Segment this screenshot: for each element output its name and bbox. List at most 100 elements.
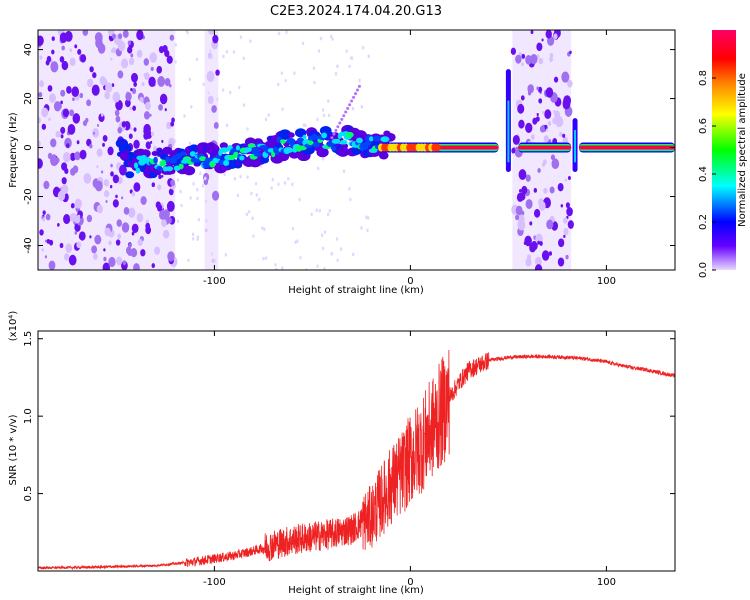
- noise-speckle: [115, 115, 121, 123]
- snr-plot-area: [38, 350, 675, 571]
- noise-speckle: [62, 108, 70, 118]
- trace-core: [339, 139, 348, 145]
- noise-speckle: [521, 185, 528, 195]
- trace-core: [380, 136, 390, 143]
- noise-speckle: [110, 49, 114, 53]
- noise-speckle: [139, 96, 144, 103]
- noise-speckle: [534, 264, 543, 270]
- noise-speckle: [242, 56, 245, 61]
- noise-speckle: [127, 46, 133, 54]
- noise-speckle: [195, 57, 199, 62]
- noise-speckle: [348, 186, 351, 191]
- noise-speckle: [546, 219, 554, 230]
- trace-core: [307, 140, 314, 146]
- noise-speckle: [107, 146, 114, 156]
- noise-speckle: [525, 174, 531, 182]
- trace-core: [223, 160, 230, 166]
- trace-precursor: [357, 84, 361, 88]
- noise-speckle: [70, 203, 75, 209]
- noise-speckle: [196, 196, 199, 201]
- colorbar-tick-label: 0.8: [698, 70, 709, 86]
- noise-speckle: [549, 186, 555, 194]
- noise-speckle: [158, 174, 162, 180]
- trace-precursor: [352, 95, 356, 99]
- trace-precursor: [355, 88, 359, 92]
- trace-core: [312, 141, 320, 148]
- noise-speckle: [136, 49, 143, 58]
- noise-speckle: [510, 47, 516, 55]
- noise-speckle: [70, 168, 76, 176]
- noise-speckle: [38, 140, 41, 148]
- noise-speckle: [83, 173, 92, 184]
- noise-speckle: [224, 252, 228, 257]
- noise-speckle: [47, 85, 53, 92]
- colorbar-label: Normalized spectral amplitude: [737, 73, 748, 227]
- noise-speckle: [215, 69, 220, 76]
- noise-speckle: [287, 176, 290, 181]
- noise-speckle: [61, 177, 67, 185]
- noise-speckle: [143, 132, 149, 140]
- noise-speckle: [38, 92, 43, 98]
- noise-speckle: [225, 123, 229, 128]
- noise-speckle: [69, 48, 73, 52]
- noise-speckle: [544, 254, 548, 258]
- trace-core: [372, 135, 382, 142]
- noise-speckle: [548, 251, 553, 256]
- noise-speckle: [95, 180, 103, 192]
- noise-speckle: [143, 123, 151, 135]
- noise-speckle: [187, 258, 190, 263]
- trace-halo: [183, 165, 196, 176]
- spectrogram-frame: [37, 29, 676, 271]
- noise-speckle: [137, 238, 143, 247]
- noise-speckle: [296, 239, 299, 243]
- trace-precursor: [348, 103, 352, 107]
- noise-speckle: [169, 83, 172, 88]
- noise-speckle: [329, 34, 333, 39]
- noise-speckle: [565, 202, 570, 209]
- noise-speckle: [82, 30, 89, 36]
- noise-speckle: [263, 227, 266, 232]
- spectrogram-y-tick-label: 0: [23, 144, 34, 150]
- noise-speckle: [205, 228, 208, 233]
- noise-speckle: [133, 139, 140, 149]
- noise-speckle: [46, 239, 51, 244]
- noise-speckle: [545, 30, 552, 39]
- trace-core: [355, 137, 363, 144]
- noise-speckle: [196, 235, 200, 239]
- noise-speckle: [143, 111, 150, 120]
- trace-precursor: [334, 128, 338, 132]
- noise-speckle: [274, 267, 278, 270]
- noise-speckle: [156, 65, 163, 74]
- noise-speckle: [567, 79, 573, 88]
- noise-speckle: [262, 256, 265, 261]
- snr-x-ticks: -100 0 100: [203, 331, 616, 588]
- spectrogram-y-tick-label: -20: [23, 188, 34, 204]
- noise-speckle: [563, 234, 566, 239]
- noise-speckle: [322, 113, 326, 118]
- noise-speckle: [111, 83, 115, 88]
- noise-speckle: [76, 140, 80, 145]
- noise-speckle: [318, 209, 322, 213]
- noise-speckle: [119, 164, 127, 176]
- noise-speckle: [527, 90, 532, 96]
- noise-speckle: [38, 117, 41, 124]
- noise-speckle: [543, 135, 549, 143]
- noise-speckle: [133, 127, 137, 132]
- noise-speckle: [50, 138, 57, 148]
- noise-speckle: [567, 220, 574, 229]
- noise-speckle: [323, 266, 326, 270]
- noise-speckle: [255, 193, 259, 197]
- noise-speckle: [79, 92, 84, 99]
- noise-speckle: [101, 170, 104, 174]
- noise-speckle: [179, 189, 182, 194]
- noise-speckle: [327, 113, 331, 118]
- colorbar-tick-label: 0.4: [698, 166, 709, 182]
- trace-precursor: [340, 117, 344, 121]
- noise-speckle: [565, 254, 569, 260]
- trace-precursor: [332, 132, 336, 136]
- noise-speckle: [150, 66, 154, 72]
- noise-speckle: [93, 253, 98, 260]
- noise-speckle: [536, 86, 540, 91]
- noise-speckle: [213, 122, 219, 129]
- noise-speckle: [140, 249, 146, 257]
